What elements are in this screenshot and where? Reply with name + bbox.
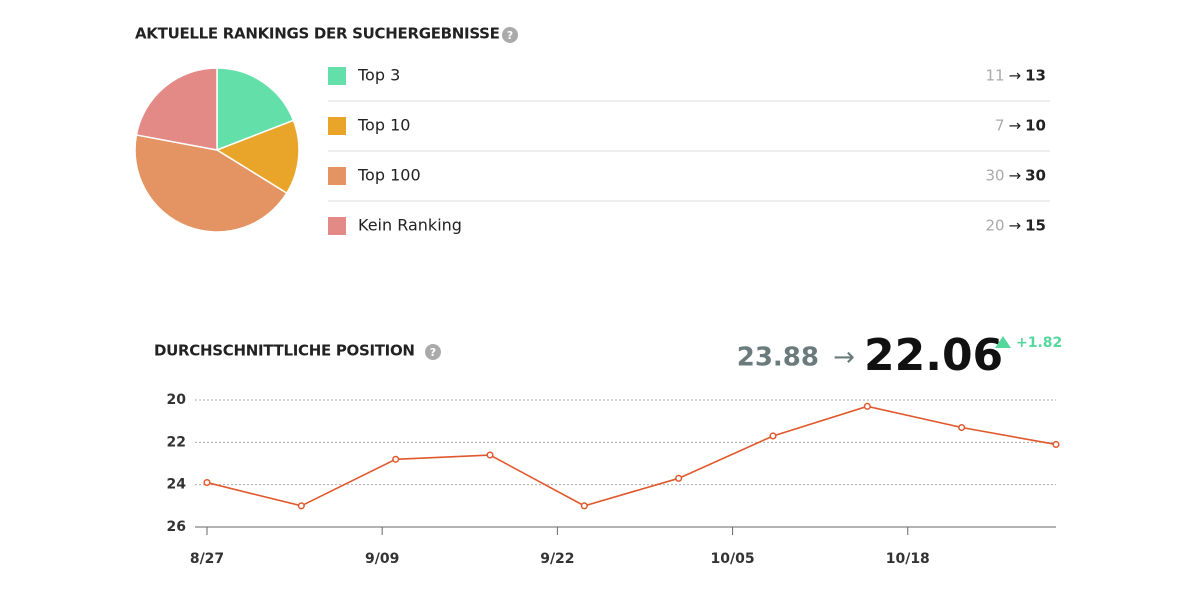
legend-label: Kein Ranking [358,216,462,235]
line-point [769,432,777,440]
avg-previous: 23.88 [737,343,819,373]
help-icon-text: ? [507,29,513,42]
x-tick-label: 9/09 [365,551,399,567]
line-point [297,502,305,510]
legend-previous: 30 [985,167,1004,185]
legend-swatch [328,167,346,185]
line-point [203,479,211,487]
legend-current: 13 [1025,67,1046,85]
help-icon [425,344,441,360]
pie-title: AKTUELLE RANKINGS DER SUCHERGEBNISSE [135,25,500,43]
legend-previous: 7 [995,117,1005,135]
help-icon-text: ? [430,346,436,359]
line-point [486,451,494,459]
x-tick-label: 10/05 [711,551,755,567]
legend-swatch [328,217,346,235]
legend-label: Top 10 [357,116,410,135]
legend-arrow: → [1009,67,1022,85]
legend-arrow: → [1009,117,1022,135]
legend-current: 10 [1025,117,1046,135]
legend-previous: 11 [985,67,1004,85]
y-tick-label: 20 [167,392,187,408]
line-point [580,502,588,510]
legend-label: Top 3 [357,66,400,85]
up-triangle [995,336,1011,348]
x-tick-label: 8/27 [190,551,224,567]
legend-swatch [328,67,346,85]
x-tick-label: 10/18 [886,551,930,567]
line-series [206,405,1057,507]
y-tick-label: 22 [167,434,186,450]
line-point [863,402,871,410]
help-icon [502,27,518,43]
avg-change: +1.82 [1016,335,1062,351]
legend-arrow: → [1009,217,1022,235]
legend-current: 15 [1025,217,1046,235]
line-point [392,455,400,463]
legend-label: Top 100 [357,166,421,185]
line-point [675,474,683,482]
pie-slice [134,134,288,233]
line-title: DURCHSCHNITTLICHE POSITION [154,342,415,360]
x-tick-label: 9/22 [540,551,574,567]
y-tick-label: 26 [167,519,186,535]
pie-slice [215,119,300,195]
pie-slice [135,67,218,151]
y-tick-label: 24 [167,477,187,493]
line-point [958,423,966,432]
legend-arrow: → [1009,167,1022,185]
pie-slice [216,67,295,152]
avg-current: 22.06 [864,330,1003,381]
legend-current: 30 [1025,167,1046,185]
avg-arrow: → [833,343,855,373]
legend-swatch [328,117,346,135]
line-point [1052,440,1060,449]
legend-previous: 20 [985,217,1004,235]
